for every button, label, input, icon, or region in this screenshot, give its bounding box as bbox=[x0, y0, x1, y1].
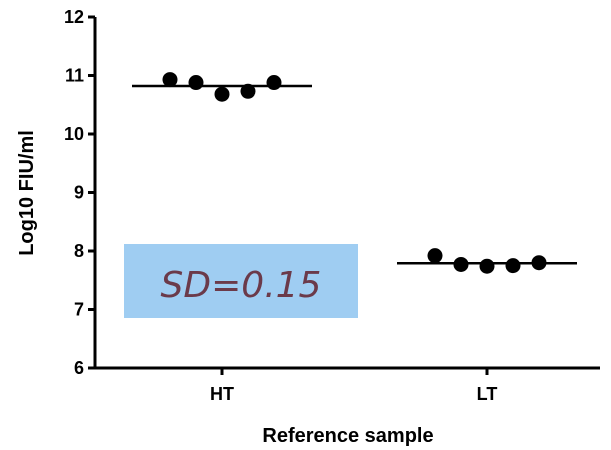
x-tick-label: LT bbox=[477, 384, 498, 404]
y-ticks: 6 7 8 9 10 11 12 bbox=[64, 7, 95, 378]
data-point bbox=[479, 258, 495, 274]
data-point bbox=[162, 72, 178, 88]
y-tick-label: 10 bbox=[64, 124, 84, 144]
data-point bbox=[214, 86, 230, 102]
y-tick-label: 6 bbox=[74, 358, 84, 378]
x-tick-label: HT bbox=[210, 384, 234, 404]
y-axis-title: Log10 FIU/ml bbox=[16, 130, 38, 256]
y-tick-label: 9 bbox=[74, 183, 84, 203]
sd-annotation: SD=0.15 bbox=[124, 244, 358, 318]
mean-lines bbox=[132, 84, 577, 265]
data-point bbox=[505, 258, 521, 274]
y-tick-label: 12 bbox=[64, 7, 84, 27]
annotation-text: SD=0.15 bbox=[161, 265, 322, 306]
y-tick-label: 8 bbox=[74, 241, 84, 261]
y-tick-label: 7 bbox=[74, 300, 84, 320]
data-point bbox=[427, 248, 443, 264]
data-point bbox=[453, 256, 469, 272]
x-ticks: HT LT bbox=[210, 368, 497, 404]
x-axis-title: Reference sample bbox=[262, 425, 433, 447]
y-tick-label: 11 bbox=[65, 66, 84, 86]
data-point bbox=[531, 255, 547, 271]
data-point bbox=[188, 75, 204, 91]
data-point bbox=[240, 83, 256, 99]
data-point bbox=[266, 75, 282, 91]
annotation-box bbox=[124, 244, 358, 318]
data-points bbox=[162, 72, 547, 274]
